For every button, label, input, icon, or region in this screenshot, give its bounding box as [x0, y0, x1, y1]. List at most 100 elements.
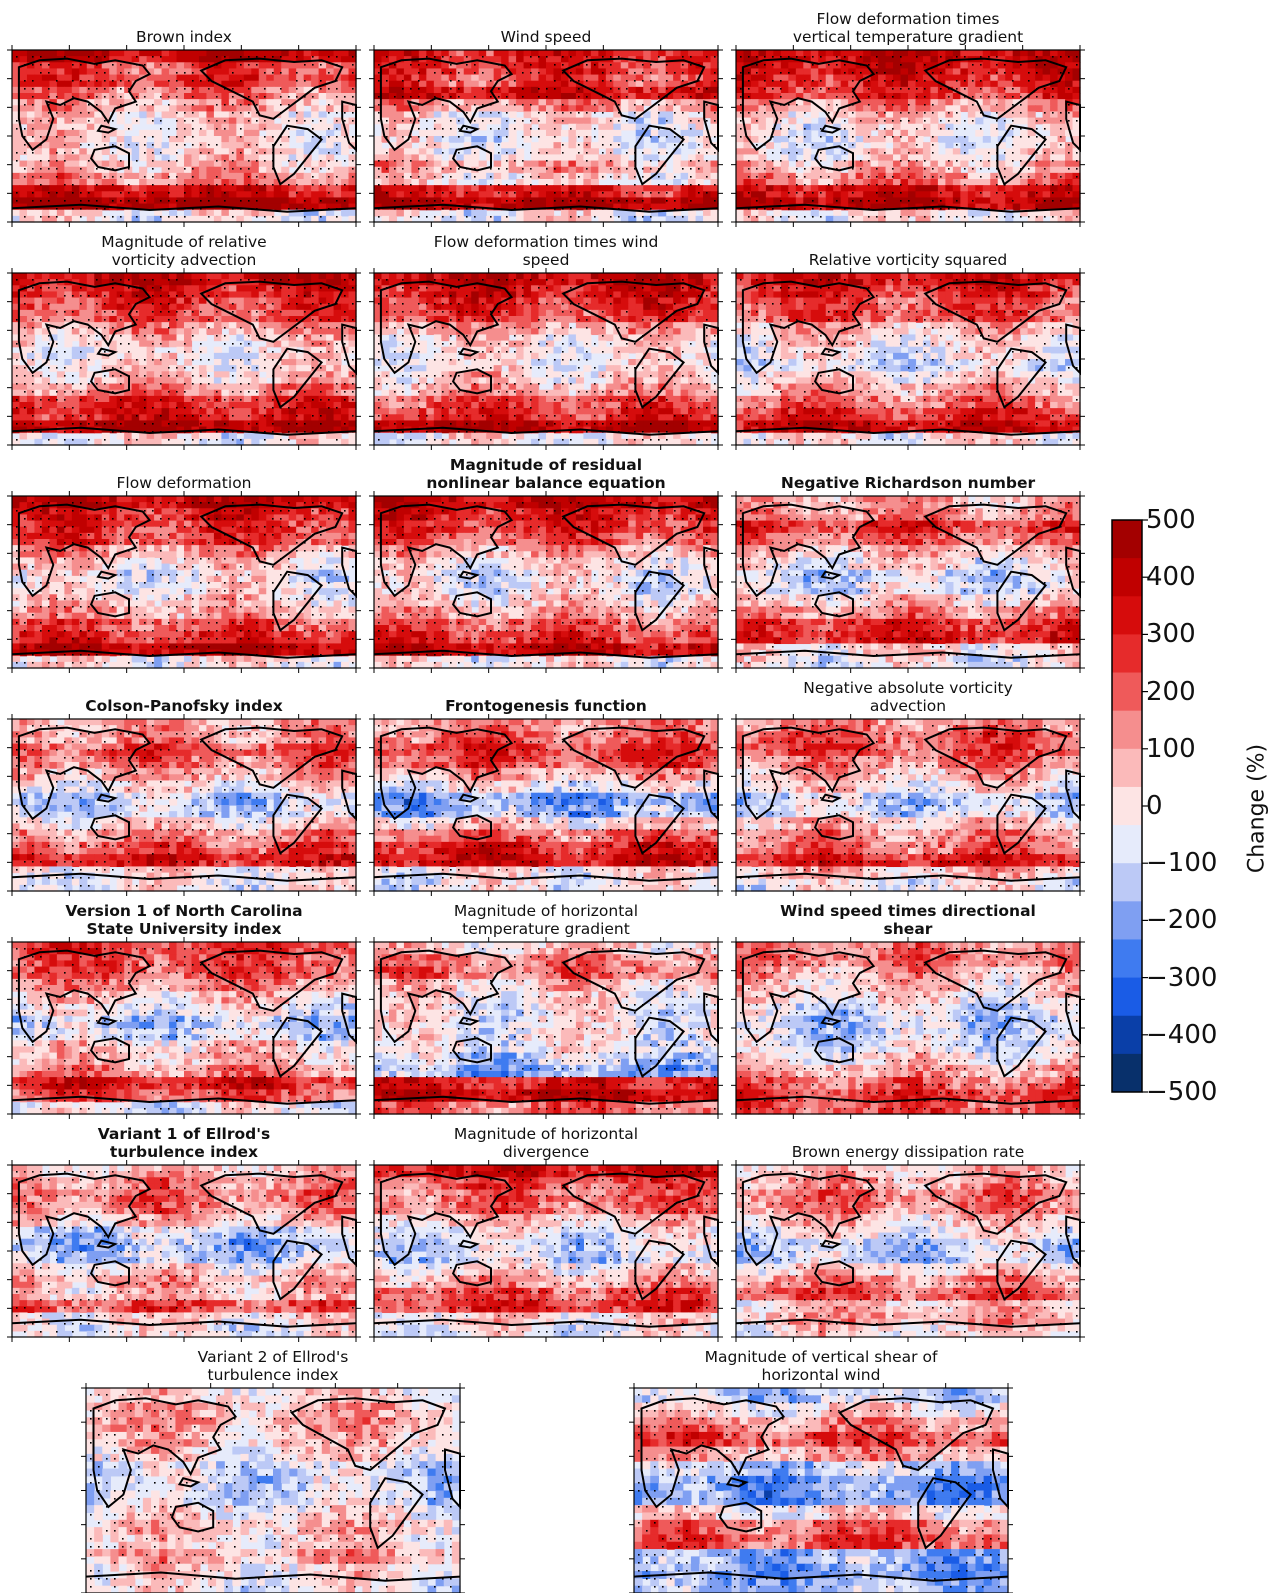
field-cell: [19, 197, 28, 205]
field-cell: [381, 172, 390, 180]
field-cell: [997, 62, 1006, 70]
field-cell: [71, 117, 80, 125]
stipple-dot: [554, 120, 556, 122]
field-cell: [326, 166, 335, 174]
field-cell: [288, 99, 297, 106]
field-cell: [56, 117, 65, 125]
stipple-dot: [296, 160, 298, 162]
field-cell: [348, 99, 357, 106]
field-cell: [441, 74, 450, 82]
stipple-dot: [466, 176, 468, 178]
field-cell: [605, 74, 614, 82]
stipple-dot: [474, 64, 476, 66]
stipple-dot: [932, 136, 934, 138]
field-cell: [288, 117, 297, 125]
field-cell: [922, 160, 932, 168]
field-cell: [348, 185, 357, 192]
stipple-dot: [594, 136, 596, 138]
field-cell: [176, 111, 185, 119]
field-cell: [788, 142, 797, 149]
field-cell: [975, 197, 984, 205]
field-cell: [736, 148, 745, 156]
field-cell: [288, 68, 297, 76]
stipple-dot: [498, 88, 500, 90]
field-cell: [1027, 215, 1036, 223]
field-cell: [1005, 148, 1014, 156]
field-cell: [206, 142, 215, 149]
field-cell: [101, 136, 110, 143]
field-cell: [198, 179, 208, 186]
field-cell: [1050, 93, 1059, 100]
field-cell: [523, 191, 532, 199]
field-cell: [825, 56, 834, 63]
field-cell: [388, 62, 398, 70]
field-cell: [736, 209, 745, 217]
field-cell: [680, 215, 689, 223]
field-cell: [64, 166, 73, 174]
field-cell: [266, 50, 275, 57]
field-cell: [1072, 129, 1081, 137]
field-cell: [930, 154, 939, 162]
field-cell: [381, 123, 390, 131]
field-cell: [773, 185, 782, 192]
field-cell: [403, 148, 412, 156]
field-cell: [688, 179, 697, 186]
field-cell: [154, 209, 163, 217]
field-cell: [433, 166, 442, 174]
stipple-dot: [578, 96, 580, 98]
field-cell: [743, 185, 752, 192]
field-cell: [243, 86, 252, 94]
stipple-dot: [610, 120, 612, 122]
stipple-dot: [698, 144, 700, 146]
stipple-dot: [658, 128, 660, 130]
field-cell: [374, 197, 383, 205]
field-cell: [184, 160, 193, 168]
field-cell: [49, 62, 58, 70]
stipple-dot: [216, 160, 218, 162]
field-cell: [288, 74, 297, 82]
field-cell: [146, 172, 155, 180]
field-cell: [333, 142, 342, 149]
field-cell: [825, 105, 834, 113]
field-cell: [19, 80, 28, 88]
field-cell: [538, 148, 547, 156]
field-cell: [613, 185, 622, 192]
field-cell: [109, 86, 118, 94]
field-cell: [695, 68, 704, 76]
field-cell: [900, 209, 909, 217]
stipple-dot: [868, 160, 870, 162]
field-cell: [86, 148, 95, 156]
field-cell: [326, 191, 335, 199]
field-cell: [64, 179, 73, 186]
field-cell: [893, 123, 902, 131]
field-cell: [34, 50, 43, 57]
field-cell: [743, 209, 752, 217]
field-cell: [635, 142, 644, 149]
stipple-dot: [450, 80, 452, 82]
stipple-dot: [780, 88, 782, 90]
stipple-dot: [104, 176, 106, 178]
field-cell: [1050, 185, 1059, 192]
field-cell: [575, 93, 584, 100]
field-cell: [908, 74, 917, 82]
field-cell: [374, 136, 383, 143]
field-cell: [236, 62, 245, 70]
field-cell: [418, 166, 427, 174]
stipple-dot: [714, 72, 716, 74]
field-cell: [441, 99, 450, 106]
stipple-dot: [554, 136, 556, 138]
field-cell: [1065, 160, 1074, 168]
field-cell: [848, 56, 857, 63]
field-cell: [997, 50, 1006, 57]
stipple-dot: [192, 112, 194, 114]
field-cell: [433, 172, 442, 180]
field-cell: [1057, 68, 1066, 76]
field-cell: [34, 80, 43, 88]
field-cell: [348, 209, 357, 217]
field-cell: [463, 154, 472, 162]
field-cell: [930, 105, 939, 113]
field-cell: [643, 74, 652, 82]
field-cell: [26, 117, 36, 125]
field-cell: [116, 99, 125, 106]
field-cell: [501, 166, 510, 174]
